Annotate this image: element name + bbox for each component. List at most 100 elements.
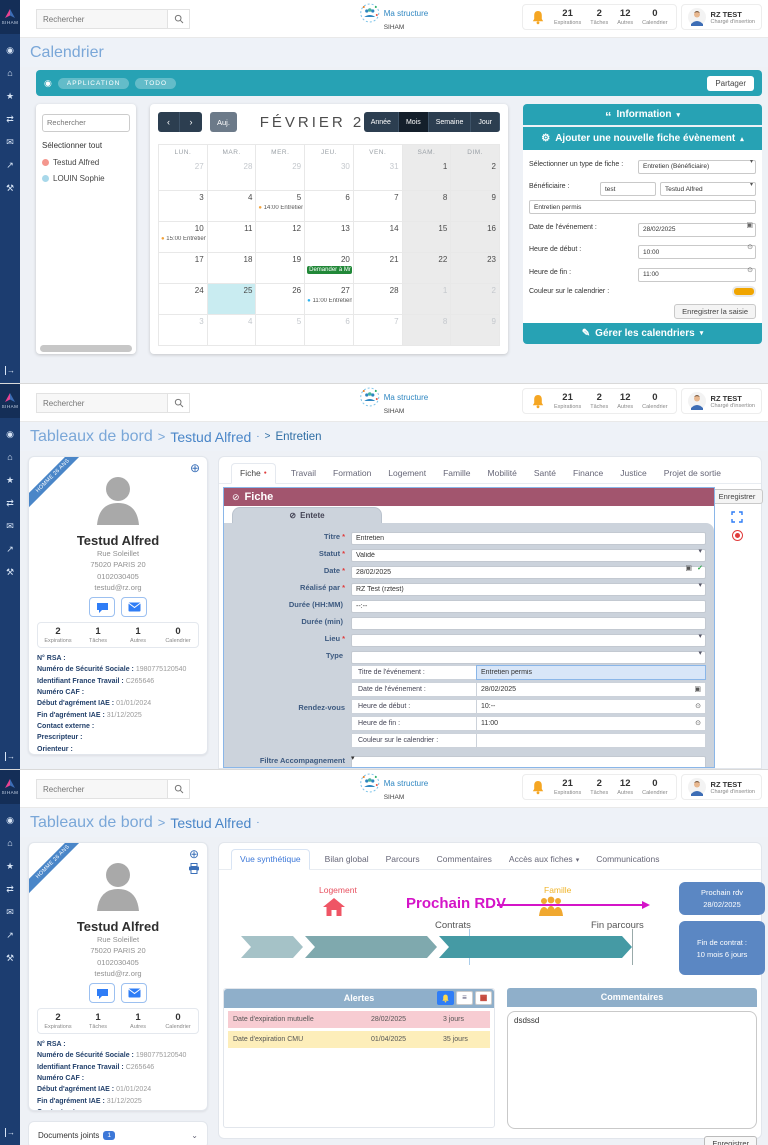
beneficiary-select[interactable] [660,182,756,196]
alert-row[interactable]: Date d'expiration CMU 01/04/2025 35 jour… [228,1031,490,1048]
next-month-button[interactable]: › [189,117,193,127]
tab[interactable]: Fiche [231,463,276,484]
share-button[interactable]: Partager [707,75,754,91]
chevron-down-icon[interactable]: ⌄ [191,1130,198,1140]
chat-button[interactable] [89,983,115,1003]
calendar-day-cell[interactable]: 26 [256,284,306,315]
calendar-day-cell[interactable]: 9 [451,191,500,222]
entete-tab[interactable]: ⊘ Entete [232,507,382,523]
field-input[interactable] [351,634,706,647]
calendar-day-cell[interactable]: 8 [402,315,452,346]
family-icon[interactable] [536,896,566,918]
calendar-day-cell[interactable]: 9 [451,315,500,346]
save-button[interactable]: Enregistrer [710,489,764,504]
timeline-segment-1[interactable] [241,936,303,958]
tab[interactable]: Santé [533,468,557,478]
rdv-input[interactable] [481,669,701,676]
tab[interactable]: Mobilité [487,468,517,478]
counter[interactable]: 2 Expirations [44,1012,72,1030]
notification-counter[interactable]: 12 Autres [617,8,634,26]
calendar-day-cell[interactable]: 28 [207,160,257,191]
messages-icon[interactable]: ✉ [6,521,14,531]
messages-icon[interactable]: ✉ [6,137,14,147]
calendar-list-item[interactable]: Testud Alfred [42,158,130,167]
notification-counter[interactable]: 21 Expirations [553,8,582,26]
calendar-view-button[interactable]: ▦ [475,991,492,1005]
user-menu[interactable]: RZ TEST Chargé d'insertion [680,774,762,800]
counter[interactable]: 0 Calendrier [165,1012,191,1030]
prev-month-button[interactable]: ‹ [158,112,180,132]
select-all-calendars[interactable]: Sélectionner tout [42,140,103,150]
contract-end-card[interactable]: Fin de contrat : 10 mois 6 jours [679,921,765,975]
search-button[interactable] [168,393,190,413]
calendar-day-cell[interactable]: 6 [305,315,354,346]
home-icon[interactable]: ⌂ [7,838,13,848]
tab[interactable]: Famille [443,468,471,478]
search-input[interactable] [36,393,168,413]
calendar-day-cell[interactable]: 5 14:00 Entretien n [256,191,306,222]
calendar-day-cell[interactable]: 19 [256,253,306,284]
search-input[interactable] [36,779,168,799]
tab[interactable]: Accès aux fiches [507,850,581,869]
field-input[interactable] [351,583,706,596]
search-button[interactable] [168,9,190,29]
notification-counter[interactable]: 2 Tâches [590,778,609,796]
statistics-icon[interactable]: ↗ [6,930,14,940]
tools-icon[interactable]: ⚒ [5,183,15,193]
save-entry-button[interactable]: Enregistrer la saisie [674,303,756,319]
home-red-icon[interactable] [322,897,346,917]
calendar-day-cell[interactable]: 3 [159,315,208,346]
today-button[interactable]: Auj. [210,112,237,132]
logout-icon[interactable]: → [5,366,15,375]
tab[interactable]: Travail [290,468,317,478]
tab[interactable]: Formation [333,468,372,478]
search-input[interactable] [36,9,168,29]
mail-button[interactable] [121,597,147,617]
notification-counter[interactable]: 12 Autres [617,392,634,410]
field-input[interactable] [351,617,706,630]
calendar-day-cell[interactable]: 5 [256,315,306,346]
calendar-day-cell[interactable]: 4 [207,191,257,222]
rdv-input[interactable] [481,703,701,710]
breadcrumb-beneficiary[interactable]: Testud Alfred [170,814,252,831]
calendar-day-cell[interactable]: 12 [256,222,306,253]
alerts-filter-button[interactable] [437,991,454,1005]
tab[interactable]: Communications [596,854,660,864]
information-section-header[interactable]: “ Information ▾ [523,104,762,125]
favorites-icon[interactable]: ★ [5,475,15,485]
calendar-day-cell[interactable]: 16 [451,222,500,253]
field-input[interactable] [351,532,706,545]
notification-counter[interactable]: 0 Calendrier [642,392,668,410]
calendar-day-cell[interactable]: 10 15:00 Entretien ic [159,222,208,253]
add-icon[interactable]: ⊕ [188,847,200,861]
calendar-day-cell[interactable]: 30 [305,160,354,191]
field-input[interactable] [351,651,706,664]
rdv-input[interactable] [481,720,701,727]
home-icon[interactable]: ⌂ [7,68,13,78]
bell-icon[interactable] [531,394,545,409]
favorites-icon[interactable]: ★ [5,861,15,871]
view-button[interactable]: Année [363,112,399,132]
logout-icon[interactable]: → [5,1128,15,1137]
notification-counter[interactable]: 0 Calendrier [642,8,668,26]
beneficiary-input[interactable] [600,182,656,196]
breadcrumb-dashboards[interactable]: Tableaux de bord [30,813,153,831]
beneficiary-email[interactable]: testud@rz.org [94,582,142,592]
counter[interactable]: 1 Autres [130,1012,146,1030]
calendar-day-cell[interactable]: 23 [451,253,500,284]
tab[interactable]: Finance [573,468,604,478]
search-button[interactable] [168,779,190,799]
home-icon[interactable]: ⌂ [7,452,13,462]
calendar-day-cell[interactable]: 18 [207,253,257,284]
tools-icon[interactable]: ⚒ [5,953,15,963]
horizontal-scrollbar[interactable] [40,345,132,352]
manage-calendars-header[interactable]: ✎ Gérer les calendriers ▾ [523,322,762,344]
toolbar-pill[interactable]: TODO [135,77,177,89]
field-input[interactable] [351,600,706,613]
user-menu[interactable]: RZ TEST Chargé d'insertion [680,388,762,414]
counter[interactable]: 1 Tâches [88,1012,108,1030]
view-button[interactable]: Jour [471,112,500,132]
calendar-day-cell[interactable]: 15 [402,222,452,253]
add-icon[interactable]: ⊕ [189,461,200,475]
calendar-day-cell[interactable]: 13 [305,222,354,253]
